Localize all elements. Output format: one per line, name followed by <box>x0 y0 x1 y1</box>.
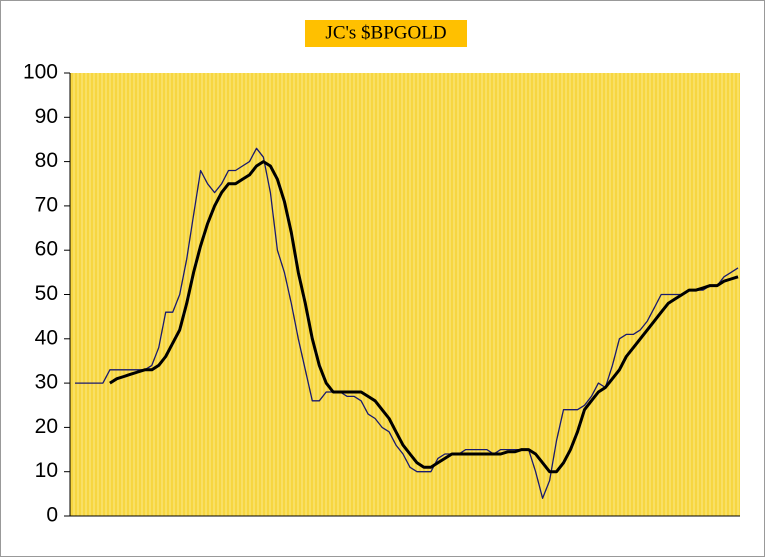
title-box <box>305 20 467 47</box>
y-tick-label: 30 <box>35 371 58 394</box>
y-tick-label: 90 <box>35 105 58 128</box>
chart-title: JC's $BPGOLD <box>325 22 446 43</box>
stripes <box>70 73 740 516</box>
series-line <box>75 147 739 499</box>
y-tick-label: 10 <box>35 459 58 482</box>
y-tick-label: 0 <box>46 504 58 527</box>
y-tick-label: 80 <box>35 149 58 172</box>
y-tick-label: 60 <box>35 238 58 261</box>
y-tick-label: 50 <box>35 282 58 305</box>
y-tick-label: 70 <box>35 193 58 216</box>
y-tick-label: 100 <box>23 61 58 84</box>
series-line <box>109 160 739 474</box>
y-tick-label: 40 <box>35 326 58 349</box>
y-tick-label: 20 <box>35 415 58 438</box>
